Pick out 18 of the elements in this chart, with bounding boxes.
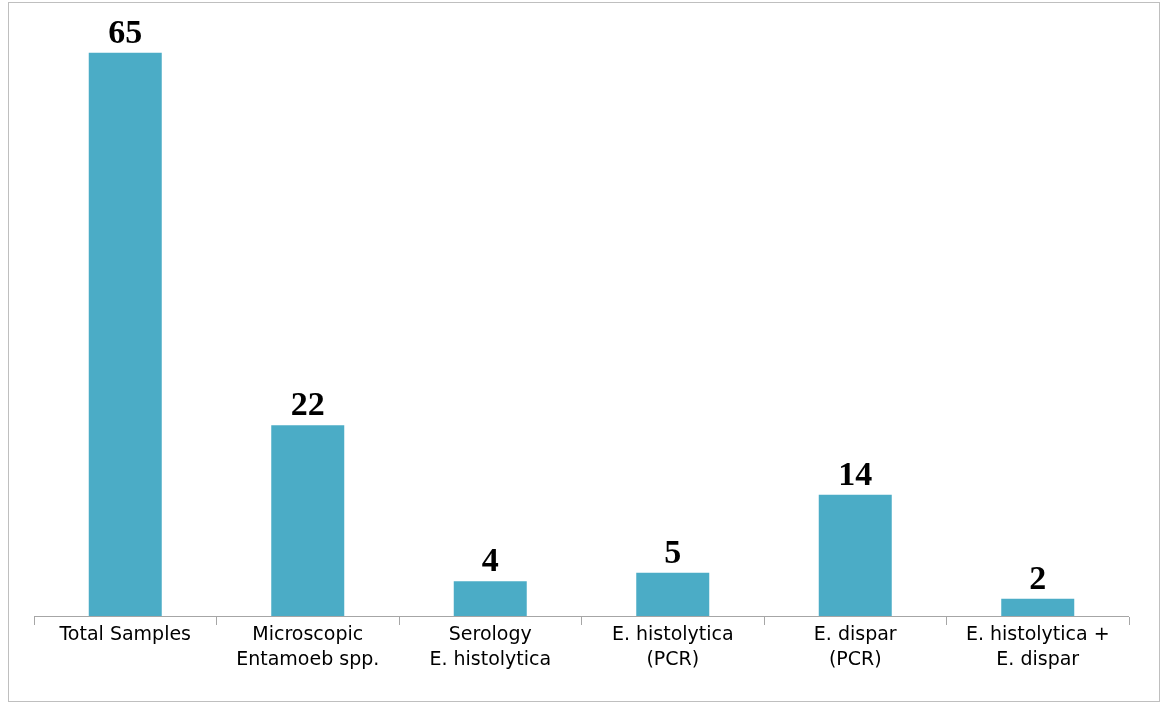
data-label: 14	[838, 454, 873, 492]
x-tick-label: E. histolytica (PCR)	[611, 621, 734, 669]
bar	[88, 52, 162, 616]
data-label: 65	[108, 12, 143, 50]
x-tick-label: E. histolytica + E. dispar	[965, 621, 1110, 669]
bar	[636, 572, 710, 616]
x-tick-label: Serology E. histolytica	[429, 621, 552, 669]
bar	[818, 494, 892, 616]
x-tick-label: Total Samples	[58, 621, 192, 644]
data-label: 5	[664, 532, 682, 570]
data-label: 2	[1029, 558, 1047, 596]
bar	[1001, 598, 1075, 616]
x-tick-label: E. dispar (PCR)	[813, 621, 897, 669]
data-label: 22	[290, 385, 325, 423]
x-tick-label: Microscopic Entamoeb spp.	[236, 621, 380, 669]
bar	[271, 425, 345, 616]
data-label: 4	[481, 541, 499, 579]
bar	[453, 581, 527, 616]
